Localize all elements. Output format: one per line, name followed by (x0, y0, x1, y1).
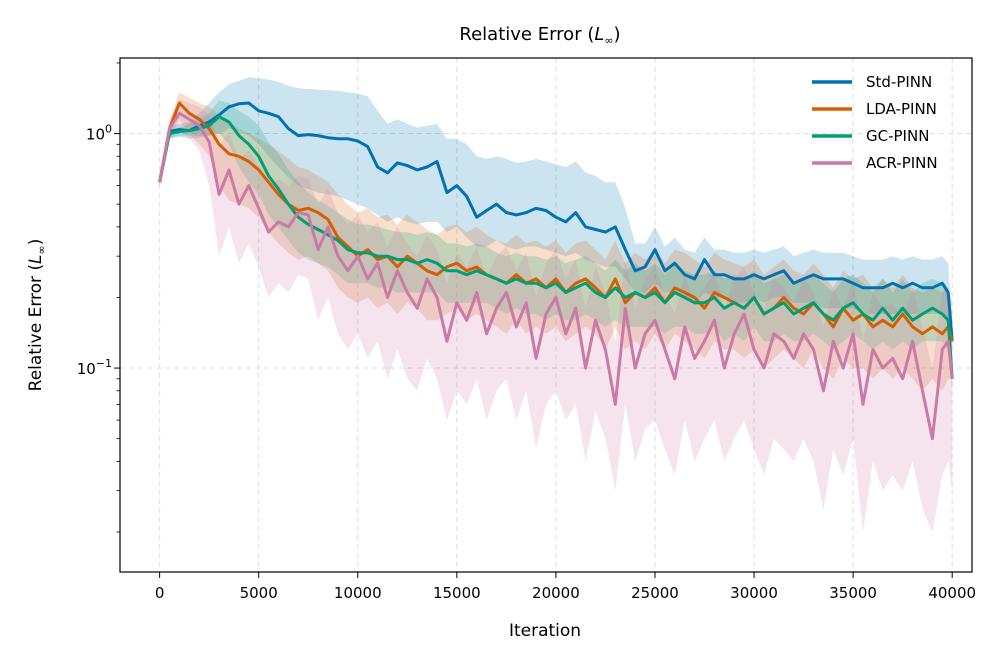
legend-label-acr-pinn: ACR-PINN (866, 154, 938, 172)
x-tick-label: 10000 (334, 584, 382, 602)
line-std-pinn (158, 101, 954, 342)
x-tick-label: 5000 (240, 584, 278, 602)
line-acr-pinn (158, 111, 954, 441)
x-tick-label: 40000 (928, 584, 976, 602)
band-gc-pinn (159, 100, 953, 391)
x-tick-label: 30000 (730, 584, 778, 602)
legend-label-gc-pinn: GC-PINN (866, 127, 929, 145)
line-gc-pinn (158, 115, 954, 379)
series-lines (158, 101, 954, 441)
x-axis-label: Iteration (509, 621, 581, 641)
confidence-bands (159, 77, 953, 533)
y-axis: 100 10−1 (77, 62, 120, 533)
band-acr-pinn (159, 99, 953, 533)
legend-label-std-pinn: Std-PINN (866, 73, 932, 91)
x-tick-label: 35000 (829, 584, 877, 602)
y-tick-label: 100 (86, 123, 112, 144)
chart-title: Relative Error (L∞) (459, 24, 620, 47)
band-lda-pinn (159, 92, 953, 391)
x-axis: 0 5000 10000 15000 20000 25000 30000 35000 40000 (155, 572, 976, 602)
x-tick-label: 15000 (433, 584, 481, 602)
x-tick-label: 25000 (631, 584, 679, 602)
y-axis-label: Relative Error (L∞) (26, 239, 48, 392)
band-std-pinn (159, 77, 953, 350)
legend: Std-PINN LDA-PINN GC-PINN ACR-PINN (812, 73, 938, 172)
x-tick-label: 0 (155, 584, 165, 602)
line-lda-pinn (158, 101, 954, 342)
legend-label-lda-pinn: LDA-PINN (866, 100, 937, 118)
y-tick-label: 10−1 (77, 357, 112, 378)
grid-lines (120, 58, 972, 572)
plot-frame (119, 57, 973, 573)
x-tick-label: 20000 (532, 584, 580, 602)
